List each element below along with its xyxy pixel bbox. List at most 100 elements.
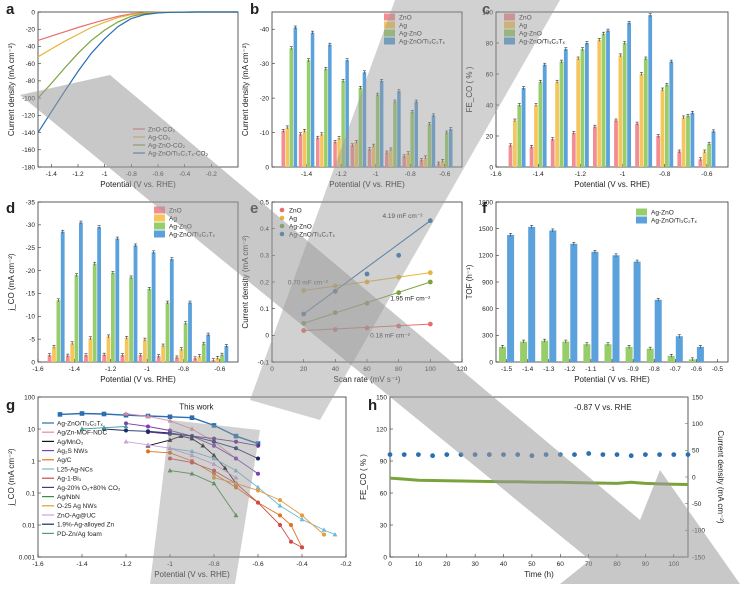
- current-density-line: [389, 476, 689, 486]
- data-point: [212, 475, 216, 480]
- data-point: [300, 545, 304, 550]
- bar: [310, 32, 315, 168]
- data-point: [57, 412, 63, 417]
- x-tick-label: -0.9: [627, 366, 639, 373]
- data-point: [234, 485, 238, 490]
- x-tick-label: 0: [388, 561, 392, 568]
- x-tick-label: -0.6: [252, 561, 264, 568]
- fe-point: [685, 452, 691, 457]
- fe-point: [416, 452, 421, 457]
- fe-point: [486, 452, 492, 457]
- bar: [597, 39, 602, 167]
- legend-entry: Ag-ZnO: [289, 223, 312, 230]
- panel-letter: c: [482, 1, 490, 18]
- bar: [660, 89, 665, 167]
- data-point: [332, 283, 338, 289]
- bar: [646, 348, 654, 362]
- x-tick-label: -1.1: [585, 366, 597, 373]
- data-point: [300, 513, 304, 518]
- this-work-label: This work: [179, 403, 214, 412]
- x-axis-label: Potential (V vs. RHE): [100, 375, 176, 384]
- bar: [306, 60, 311, 168]
- x-tick-label: -1.6: [32, 366, 44, 373]
- bar: [555, 81, 559, 168]
- y-tick-label: 0: [31, 359, 35, 366]
- bar: [508, 145, 513, 167]
- bar: [686, 115, 690, 167]
- bar: [654, 299, 662, 362]
- x-tick-label: -0.6: [701, 171, 713, 178]
- y-tick-label: 0.1: [26, 490, 35, 497]
- bar: [593, 126, 597, 167]
- bar: [563, 49, 568, 168]
- bar: [576, 58, 581, 167]
- bar: [281, 130, 285, 167]
- data-point: [190, 460, 194, 465]
- data-point: [301, 328, 307, 333]
- bar: [583, 344, 591, 362]
- y-tick-label: -30: [260, 61, 270, 68]
- data-point: [364, 271, 370, 277]
- bar: [675, 336, 683, 362]
- y-tick-label: 0.001: [19, 554, 36, 561]
- bar: [669, 61, 674, 167]
- y-tick-label: -10: [260, 130, 270, 137]
- bar: [696, 346, 704, 362]
- bar: [151, 252, 156, 362]
- bar: [656, 136, 661, 167]
- data-point: [332, 310, 338, 316]
- data-point: [146, 424, 150, 429]
- x-axis-label: Potential (V vs. RHE): [100, 180, 176, 189]
- y-axis-label: Current density (mA cm⁻²): [241, 235, 250, 328]
- data-point: [123, 423, 129, 429]
- panel-letter: h: [368, 397, 377, 414]
- y-tick-label: 0: [265, 164, 269, 171]
- fe-point: [671, 452, 677, 457]
- bar: [627, 22, 631, 167]
- bar: [74, 275, 79, 362]
- bar: [358, 87, 363, 167]
- legend-swatch: [504, 37, 515, 45]
- x-tick-label: 10: [415, 561, 423, 568]
- bar: [60, 231, 65, 362]
- x-tick-label: -0.5: [712, 366, 724, 373]
- y-tick-label: 0: [383, 554, 387, 561]
- data-point: [427, 270, 433, 276]
- fe-point: [444, 452, 450, 457]
- bar: [345, 60, 349, 168]
- y-tick-label: 0.5: [260, 199, 269, 206]
- fe-point: [387, 452, 393, 457]
- x-tick-label: -1.4: [301, 171, 313, 178]
- x-tick-label: -0.4: [296, 561, 308, 568]
- fe-point: [643, 452, 648, 457]
- bar: [302, 130, 307, 167]
- panel-letter: g: [6, 397, 15, 414]
- bar: [316, 137, 320, 167]
- data-point: [256, 471, 260, 476]
- legend-entry: ZnO: [519, 14, 532, 21]
- fe-point: [614, 452, 620, 457]
- x-axis-label: Scan rate (mV s⁻¹): [334, 375, 401, 384]
- panel-e: 0 20 40 60 80 100 120-0.100.10.20.30.40.5Scan …: [241, 199, 468, 384]
- x-tick-label: 120: [457, 366, 468, 373]
- bar: [143, 339, 147, 362]
- x-tick-label: 20: [300, 366, 308, 373]
- plot-frame: [37, 11, 239, 168]
- bar: [521, 88, 526, 167]
- x-tick-label: 60: [363, 366, 371, 373]
- legend-entry: ZnO: [289, 207, 302, 214]
- legend-entry: Ag-ZnO/Ti₃C₂Tₓ-CO₂: [148, 150, 209, 157]
- data-point: [168, 431, 172, 435]
- fe-point: [543, 452, 549, 457]
- x-tick-label: -1: [620, 171, 626, 178]
- bar: [520, 341, 528, 362]
- x-tick-label: -0.8: [178, 366, 190, 373]
- y-tick-label: 1200: [479, 253, 494, 260]
- bar: [52, 346, 56, 362]
- legend-entry: Ag-1-Bi₃: [57, 476, 82, 483]
- y-tick-label: -0.1: [258, 359, 270, 366]
- bar: [618, 55, 623, 167]
- bar: [449, 129, 453, 167]
- y-tick-label: 600: [482, 306, 493, 313]
